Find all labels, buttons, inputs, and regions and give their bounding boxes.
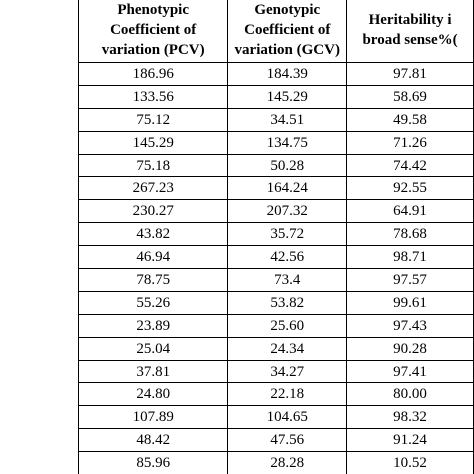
- table-cell: 134.75: [227, 130, 348, 155]
- table-cell: 73.4: [227, 268, 348, 292]
- table-cell: 145.29: [77, 130, 229, 155]
- table-cell: 97.81: [346, 62, 474, 86]
- table-row: 78.75 73.4 97.57: [77, 268, 474, 292]
- table-row: 23.89 25.60 97.43: [77, 313, 474, 338]
- header-line: Coefficient of: [244, 21, 331, 38]
- header-cell: Genotypic Coefficient of variation (GCV): [227, 0, 348, 63]
- table-row: 25.04 24.34 90.28: [77, 336, 474, 361]
- table-cell: 207.32: [227, 199, 348, 224]
- table-cell: 24.80: [77, 382, 229, 407]
- table-row: 24.80 22.18 80.00: [77, 382, 474, 407]
- header-line: broad sense%(: [362, 31, 458, 48]
- table-cell: 99.61: [346, 290, 474, 315]
- table-cell: 267.23: [77, 176, 229, 201]
- header-row: Phenotypic Coefficient of variation (PCV) G…: [77, 0, 474, 63]
- table-cell: 186.96: [77, 62, 229, 86]
- table-cell: 22.18: [227, 382, 348, 407]
- table-cell: 97.57: [346, 268, 474, 292]
- table-cell: 184.39: [227, 62, 348, 86]
- table-row: 46.94 42.56 98.71: [77, 245, 474, 270]
- table-cell: 97.41: [346, 359, 474, 384]
- table-cell: 75.18: [77, 153, 229, 178]
- table-row: 75.18 50.28 74.42: [77, 153, 474, 178]
- table-cell: 49.58: [346, 107, 474, 132]
- table-cell: 34.27: [227, 359, 348, 384]
- table-cell: 43.82: [77, 222, 229, 247]
- table-row: 186.96 184.39 97.81: [77, 62, 474, 86]
- table-cell: 53.82: [227, 290, 348, 315]
- table-cell: 50.28: [227, 153, 348, 178]
- table-cell: 97.43: [346, 313, 474, 338]
- table-cell: 23.89: [77, 313, 229, 338]
- header-line: Coefficient of: [110, 21, 197, 38]
- table-cell: 10.52: [346, 451, 474, 474]
- table-cell: 92.55: [346, 176, 474, 201]
- table-cell: 80.00: [346, 382, 474, 407]
- table-row: 145.29 134.75 71.26: [77, 130, 474, 155]
- table-cell: 25.04: [77, 336, 229, 361]
- table-head: Phenotypic Coefficient of variation (PCV) G…: [77, 0, 474, 63]
- table-row: 55.26 53.82 99.61: [77, 290, 474, 315]
- data-table: Phenotypic Coefficient of variation (PCV) G…: [77, 0, 474, 474]
- header-line: Genotypic: [254, 1, 321, 18]
- table-row: 133.56 145.29 58.69: [77, 84, 474, 109]
- table-row: 230.27 207.32 64.91: [77, 199, 474, 224]
- table-cell: 64.91: [346, 199, 474, 224]
- table-cell: 107.89: [77, 405, 229, 430]
- table-cell: 55.26: [77, 290, 229, 315]
- table-cell: 98.32: [346, 405, 474, 430]
- header-line: variation (PCV): [101, 41, 205, 58]
- table-row: 37.81 34.27 97.41: [77, 359, 474, 384]
- table-cell: 78.75: [77, 268, 229, 292]
- table-cell: 230.27: [77, 199, 229, 224]
- table-row: 107.89 104.65 98.32: [77, 405, 474, 430]
- table-cell: 58.69: [346, 84, 474, 109]
- table-cell: 71.26: [346, 130, 474, 155]
- table-cell: 25.60: [227, 313, 348, 338]
- header-line: Heritability i: [368, 11, 452, 28]
- header-line: Phenotypic: [117, 1, 190, 18]
- table-row: 85.96 28.28 10.52: [77, 451, 474, 474]
- header-cell: Heritability i broad sense%(: [346, 0, 474, 63]
- table-cell: 98.71: [346, 245, 474, 270]
- table-cell: 74.42: [346, 153, 474, 178]
- table-cell: 28.28: [227, 451, 348, 474]
- table-cell: 145.29: [227, 84, 348, 109]
- table-cell: 37.81: [77, 359, 229, 384]
- table-cell: 47.56: [227, 428, 348, 453]
- header-cell: Phenotypic Coefficient of variation (PCV): [77, 0, 229, 63]
- table-cell: 78.68: [346, 222, 474, 247]
- table-body: 186.96 184.39 97.81 133.56 145.29 58.69 75.12 3…: [77, 62, 474, 474]
- table-cell: 24.34: [227, 336, 348, 361]
- table-cell: 48.42: [77, 428, 229, 453]
- table-cell: 164.24: [227, 176, 348, 201]
- table-cell: 46.94: [77, 245, 229, 270]
- table-cell: 75.12: [77, 107, 229, 132]
- table-cell: 85.96: [77, 451, 229, 474]
- table-row: 48.42 47.56 91.24: [77, 428, 474, 453]
- table-cell: 42.56: [227, 245, 348, 270]
- header-line: variation (GCV): [234, 41, 340, 58]
- table-cell: 91.24: [346, 428, 474, 453]
- table-cell: 35.72: [227, 222, 348, 247]
- table-cell: 133.56: [77, 84, 229, 109]
- table-cell: 104.65: [227, 405, 348, 430]
- table-cell: 90.28: [346, 336, 474, 361]
- table-row: 75.12 34.51 49.58: [77, 107, 474, 132]
- table-row: 43.82 35.72 78.68: [77, 222, 474, 247]
- table-row: 267.23 164.24 92.55: [77, 176, 474, 201]
- table-cell: 34.51: [227, 107, 348, 132]
